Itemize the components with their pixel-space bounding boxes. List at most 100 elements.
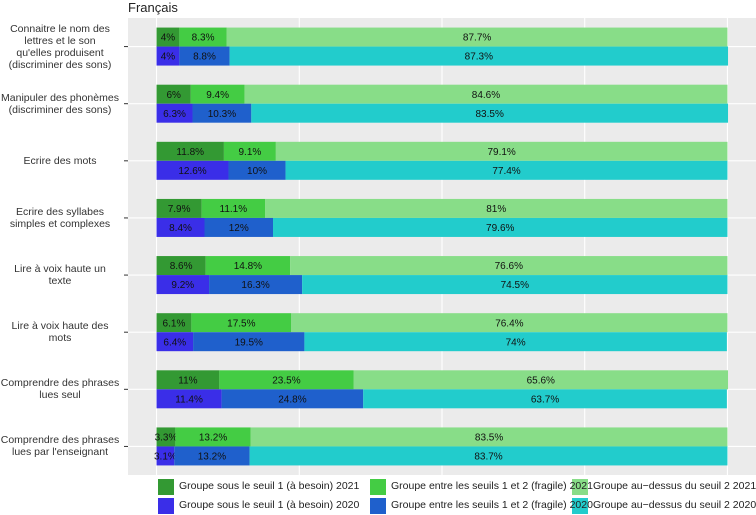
legend-key [572,498,588,514]
bar-segment [205,256,291,276]
value-label: 19.5% [235,337,263,348]
y-tick-label: Ecrire des syllabes simples et complexes [9,205,111,230]
value-label: 8.6% [170,261,193,272]
value-label: 6.3% [163,109,186,120]
value-label: 9.4% [206,90,229,101]
bar-segment [174,446,250,466]
bar-segment [191,313,292,333]
bar-segment [244,84,728,104]
y-tick-label: Comprendre des phrases lues par l'enseig… [0,434,120,459]
legend-label: Groupe au−dessus du seuil 2 2020 [593,499,756,511]
bar-segment [226,27,728,47]
value-label: 4% [161,33,176,44]
value-label: 12% [229,223,249,234]
value-label: 79.6% [486,223,514,234]
bar-segment [156,370,220,390]
bar-segment [179,27,227,47]
value-label: 63.7% [531,394,559,405]
bar-segment [291,313,728,333]
legend-key [572,479,588,495]
value-label: 10.3% [208,109,236,120]
value-label: 76.4% [495,318,523,329]
bar-segment [251,103,729,123]
value-label: 3.3% [155,433,178,444]
value-label: 8.4% [169,223,192,234]
value-label: 6.1% [163,318,186,329]
bar-segment [156,389,222,409]
value-label: 8.3% [192,33,215,44]
value-label: 14.8% [234,261,262,272]
value-label: 10% [247,166,267,177]
value-label: 79.1% [487,147,515,158]
legend-key [158,479,174,495]
legend-key [370,479,386,495]
legend-label: Groupe entre les seuils 1 et 2 (fragile)… [391,499,593,511]
y-tick-label: Comprendre des phrases lues seul [0,377,120,402]
bar-segment [221,389,364,409]
value-label: 77.4% [492,166,520,177]
value-label: 9.1% [238,147,261,158]
value-label: 74.5% [501,280,529,291]
legend-label: Groupe sous le seuil 1 (à besoin) 2020 [179,499,360,511]
bar-segment [363,389,727,409]
bar-segment [290,256,728,276]
bar-segment [285,160,728,180]
legend-label: Groupe au−dessus du seuil 2 2021 [593,480,756,492]
bar-segment [156,160,229,180]
bar-segment [190,84,245,104]
chart-title: Français [128,0,178,15]
value-label: 16.3% [241,280,269,291]
bar-segment [156,332,194,352]
value-label: 3.1% [154,452,177,463]
value-label: 23.5% [272,375,300,386]
bar-segment [156,427,176,447]
value-label: 24.8% [278,394,306,405]
value-label: 9.2% [171,280,194,291]
value-label: 83.7% [474,452,502,463]
value-label: 83.5% [475,433,503,444]
bar-segment [219,370,354,390]
bar-segment [228,160,286,180]
bar-segment [156,46,180,66]
bar-segment [156,446,175,466]
value-label: 6.4% [163,337,186,348]
legend-key [158,498,174,514]
value-label: 7.9% [168,204,191,215]
bar-segment [304,332,727,352]
bar-segment [156,103,193,123]
value-label: 17.5% [227,318,255,329]
bar-segment [204,217,274,237]
bar-segment [156,198,202,218]
y-tick-label: Lire à voix haute des mots [11,320,109,345]
y-tick-label: Lire à voix haute un texte [14,263,106,288]
bar-segment [223,141,276,161]
bar-segment [192,103,252,123]
value-label: 4% [161,52,176,63]
y-tick-label: Ecrire des mots [23,154,97,167]
value-label: 74% [506,337,526,348]
value-label: 11% [178,375,197,386]
bar-segment [265,198,728,218]
legend-key [370,498,386,514]
bar-segment [156,217,205,237]
bar-segment [156,141,224,161]
legend-label: Groupe entre les seuils 1 et 2 (fragile)… [391,480,593,492]
bar-segment [273,217,728,237]
bar-segment [250,427,728,447]
y-tick-label: Manipuler des phonèmes (discriminer des … [1,91,119,116]
bar-segment [156,27,180,47]
value-label: 83.5% [475,109,503,120]
bar-segment [209,275,303,295]
value-label: 6% [166,90,181,101]
bar-segment [156,84,191,104]
value-label: 87.7% [463,33,491,44]
value-label: 81% [486,204,506,215]
bar-segment [353,370,729,390]
value-label: 11.8% [176,147,204,158]
bar-segment [275,141,728,161]
value-label: 13.2% [199,433,227,444]
bar-segment [175,427,251,447]
bar-segment [156,275,210,295]
